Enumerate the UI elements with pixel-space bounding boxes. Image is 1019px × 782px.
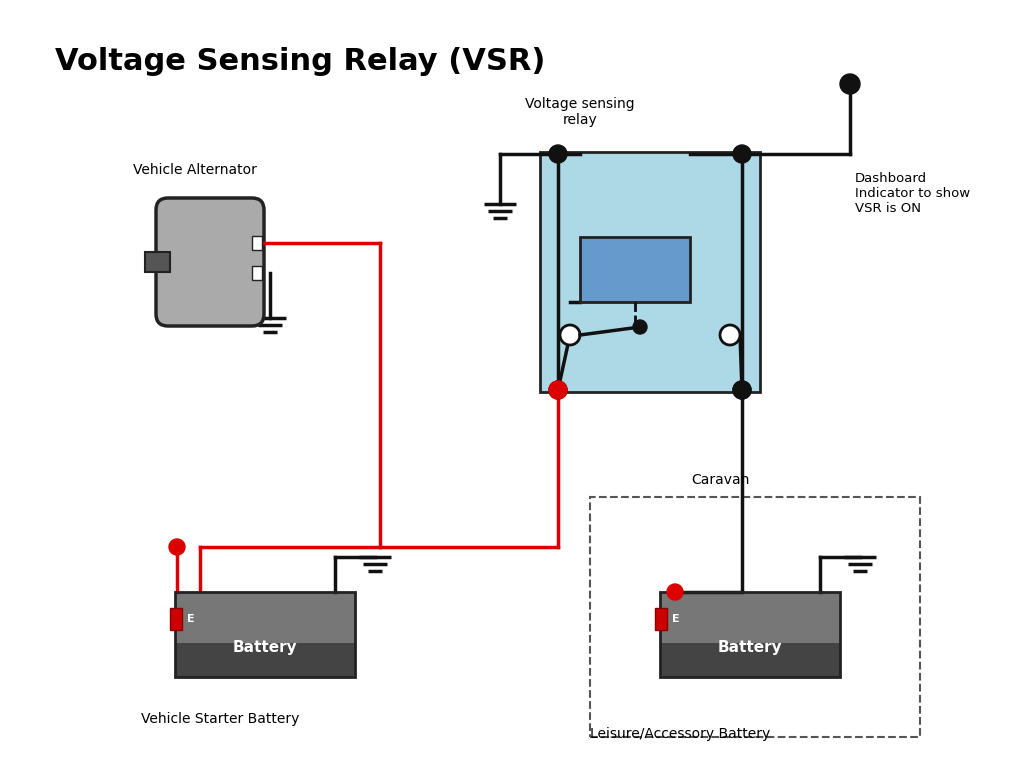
Bar	[580, 237, 690, 302]
Bar	[170, 608, 182, 630]
Text: Vehicle Alternator: Vehicle Alternator	[133, 163, 257, 177]
FancyBboxPatch shape	[156, 198, 264, 326]
Circle shape	[549, 381, 567, 399]
Text: Leisure/Accessory Battery: Leisure/Accessory Battery	[590, 727, 770, 741]
Bar	[145, 252, 170, 272]
Circle shape	[169, 539, 185, 555]
Bar	[655, 608, 667, 630]
Bar	[175, 643, 355, 677]
Circle shape	[667, 584, 683, 600]
Circle shape	[840, 74, 860, 94]
Bar	[175, 592, 355, 677]
Bar	[660, 643, 840, 677]
Circle shape	[549, 145, 567, 163]
Text: Dashboard
Indicator to show
VSR is ON: Dashboard Indicator to show VSR is ON	[855, 172, 970, 215]
Circle shape	[720, 325, 740, 345]
Circle shape	[633, 320, 647, 334]
Text: E: E	[672, 614, 680, 624]
Bar	[660, 592, 840, 677]
Circle shape	[549, 381, 567, 399]
Bar	[660, 592, 840, 643]
Text: Battery: Battery	[717, 640, 783, 655]
Bar	[252, 236, 262, 250]
Circle shape	[733, 145, 751, 163]
Text: E: E	[187, 614, 195, 624]
Bar	[252, 266, 262, 280]
Bar	[540, 152, 760, 392]
Bar	[175, 592, 355, 643]
Bar	[590, 497, 920, 737]
Text: Voltage Sensing Relay (VSR): Voltage Sensing Relay (VSR)	[55, 47, 545, 76]
Text: Voltage sensing
relay: Voltage sensing relay	[525, 97, 635, 127]
Text: Caravan: Caravan	[691, 473, 749, 487]
Circle shape	[733, 381, 751, 399]
Circle shape	[733, 381, 751, 399]
Text: Battery: Battery	[232, 640, 298, 655]
Circle shape	[560, 325, 580, 345]
Text: Vehicle Starter Battery: Vehicle Starter Battery	[141, 712, 300, 726]
